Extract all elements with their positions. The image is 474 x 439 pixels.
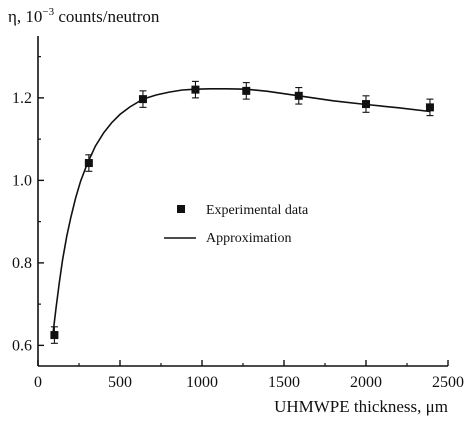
y-axis-label-prefix: η, 10 (8, 7, 42, 26)
legend-label-approximation: Approximation (206, 231, 292, 246)
y-ticks: 0.6 0.8 1.0 1.2 (12, 56, 44, 354)
approximation-line (52, 88, 431, 336)
experimental-points (50, 80, 434, 344)
y-tick-label: 1.0 (12, 172, 32, 189)
x-tick-label: 2500 (432, 374, 464, 391)
y-axis-label: η, 10−3 counts/neutron (8, 6, 160, 26)
y-tick-label: 0.6 (12, 337, 32, 354)
x-tick-label: 1000 (186, 374, 218, 391)
data-point-square (294, 91, 303, 100)
data-point-square (362, 100, 370, 109)
x-axis-label: UHMWPE thickness, μm (274, 397, 448, 416)
x-ticks: 0 500 1000 1500 2000 2500 (34, 360, 464, 391)
data-point-square (191, 85, 200, 94)
data-point-square (425, 103, 434, 112)
legend: Experimental data Approximation (164, 203, 309, 246)
x-tick-label: 2000 (350, 374, 382, 391)
data-point-square (84, 159, 93, 168)
y-axis-label-exponent: −3 (42, 6, 54, 18)
data-point-square (50, 331, 59, 340)
x-tick-label: 500 (108, 374, 132, 391)
y-tick-label: 0.8 (12, 255, 32, 272)
x-tick-label: 1500 (268, 374, 300, 391)
y-axis-label-suffix: counts/neutron (54, 7, 160, 26)
data-point-square (242, 86, 251, 95)
x-tick-label: 0 (34, 374, 42, 391)
legend-label-experimental: Experimental data (206, 203, 309, 218)
y-tick-label: 1.2 (12, 90, 32, 107)
data-point-square (138, 95, 147, 104)
legend-marker-square (177, 205, 185, 213)
